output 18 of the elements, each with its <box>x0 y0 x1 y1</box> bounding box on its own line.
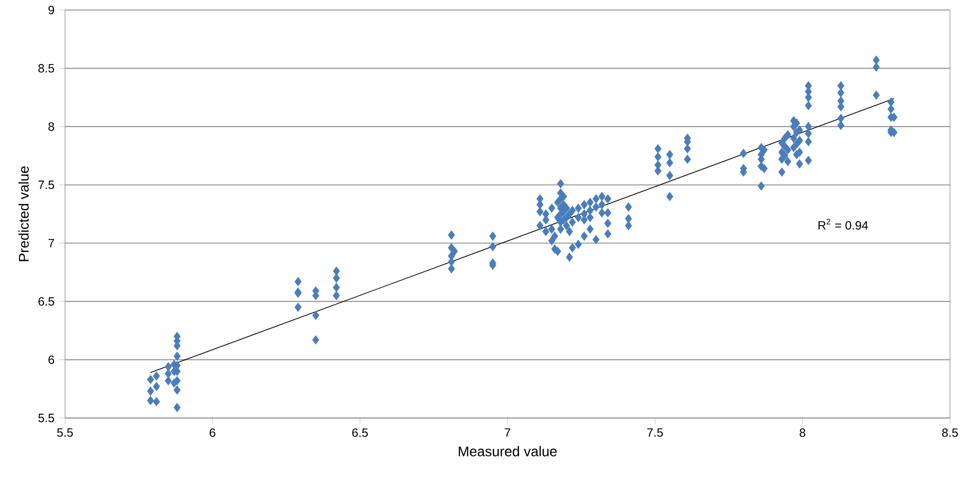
x-tick-label: 6 <box>210 428 216 437</box>
x-tick-label: 8.5 <box>942 428 958 437</box>
y-tick-label: 7 <box>48 239 54 248</box>
y-axis-title: Predicted value <box>18 166 29 262</box>
x-tick-label: 5.5 <box>57 428 73 437</box>
x-tick-label: 7 <box>504 428 510 437</box>
x-axis-title: Measured value <box>458 446 557 456</box>
x-tick-label: 7.5 <box>647 428 663 437</box>
x-tick-label: 8 <box>800 428 806 437</box>
annotation: R$^{2}$ = 0.94 <box>818 218 868 230</box>
y-tick-label: 6 <box>48 355 54 364</box>
y-tick-label: 8 <box>48 122 54 131</box>
y-tick-label: 7.5 <box>38 180 54 190</box>
y-tick-label: 9 <box>48 6 54 14</box>
x-tick-label: 6.5 <box>352 428 368 437</box>
y-tick-label: 5.5 <box>38 414 54 422</box>
y-tick-label: 6.5 <box>38 297 54 306</box>
y-tick-label: 8.5 <box>38 64 54 73</box>
